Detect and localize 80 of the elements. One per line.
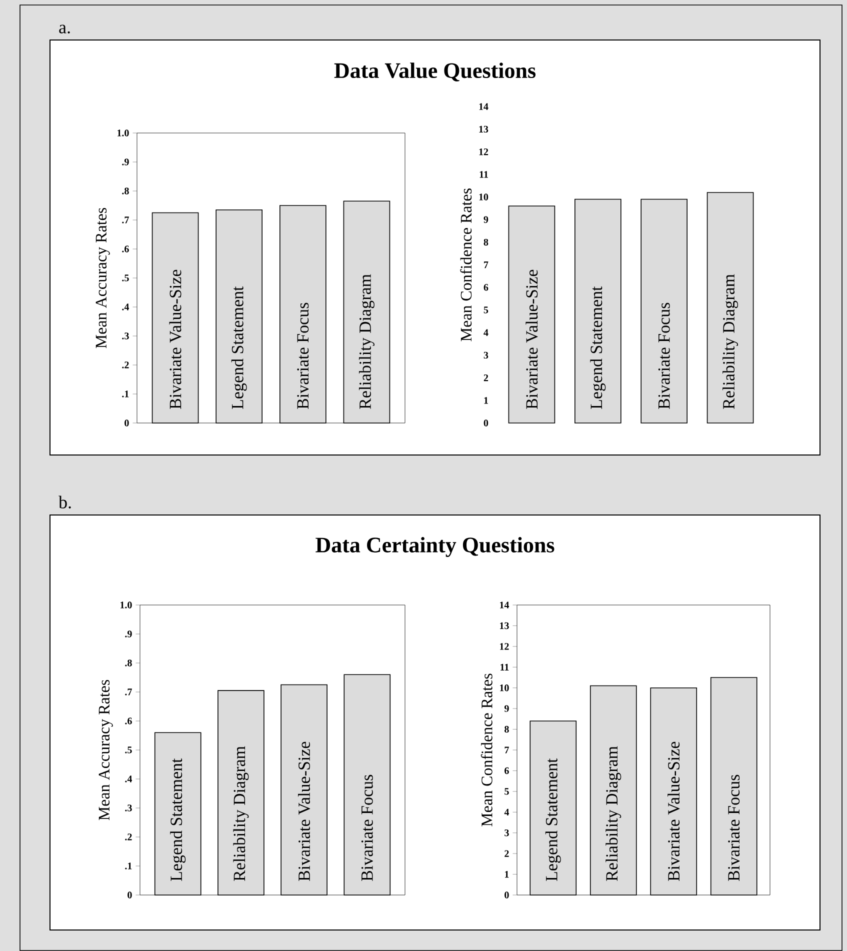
y-tick-label: 7 [504, 746, 509, 754]
text: a. [59, 24, 70, 34]
y-tick-label: 5 [504, 788, 509, 795]
y-tick-label: 0 [128, 892, 132, 898]
y-tick-label: .6 [122, 246, 129, 252]
x-tick-label: Reliability Diagram [606, 746, 622, 881]
y-tick-label: .7 [122, 216, 129, 224]
y-tick-label: .2 [125, 834, 132, 840]
y-tick-label: .9 [122, 158, 129, 166]
x-tick-label: Bivariate Focus [297, 302, 309, 409]
y-tick-label: 1.0 [118, 130, 129, 136]
x-tick-label: Bivariate Focus [658, 302, 670, 409]
y-tick-label: 1 [484, 397, 488, 404]
y-tick-label: 10 [500, 684, 509, 692]
x-tick-label: Bivariate Focus [361, 774, 373, 881]
y-axis-title: Mean Accuracy Rates [96, 208, 110, 348]
y-tick-label: 11 [500, 664, 509, 670]
y-tick-label: 0 [124, 420, 129, 426]
y-tick-label: 2 [484, 374, 488, 382]
y-tick-label: .1 [122, 390, 129, 398]
x-tick-label: Legend Statement [231, 286, 247, 409]
bar [640, 198, 688, 424]
y-tick-label: 6 [484, 284, 488, 291]
y-tick-label: 7 [484, 262, 488, 268]
y-tick-label: 14 [500, 602, 510, 608]
x-tick-label: Reliability Diagram [233, 746, 249, 881]
y-tick-label: .9 [125, 630, 132, 638]
x-tick-label: Bivariate Value-Size [298, 742, 310, 881]
y-tick-label: 0 [504, 892, 509, 898]
y-tick-label: .3 [125, 804, 132, 812]
x-tick-label: Legend Statement [590, 286, 606, 409]
y-tick-label: .3 [122, 332, 129, 340]
y-tick-label: .7 [125, 688, 132, 696]
y-axis-title: Mean Confidence Rates [460, 188, 472, 342]
y-axis-title: Mean Confidence Rates [480, 674, 492, 826]
y-tick-label: 12 [500, 643, 509, 650]
y-tick-label: 8 [484, 238, 488, 246]
x-tick-label: Reliability Diagram [722, 274, 738, 409]
y-tick-label: .5 [122, 274, 129, 282]
y-axis-title: Mean Accuracy Rates [98, 680, 113, 820]
x-tick-label: Legend Statement [545, 758, 561, 881]
y-tick-label: 1.0 [120, 602, 132, 608]
y-tick-label: 4 [504, 808, 510, 816]
x-tick-label: Reliability Diagram [358, 274, 374, 409]
y-tick-label: 9 [484, 216, 488, 223]
bar [706, 192, 754, 424]
x-tick-label: Bivariate Value-Size [169, 270, 182, 409]
y-tick-label: 13 [500, 622, 509, 630]
y-tick-label: 3 [484, 352, 488, 359]
y-tick-label: 5 [484, 306, 488, 314]
y-tick-label: .6 [125, 718, 132, 724]
x-tick-label: Bivariate Value-Size [668, 742, 680, 881]
y-tick-label: 11 [480, 171, 488, 178]
y-tick-label: 6 [504, 767, 509, 774]
bar [508, 206, 556, 424]
y-tick-label: 9 [504, 705, 509, 712]
x-tick-label: Bivariate Value-Size [526, 270, 538, 409]
y-tick-label: 3 [504, 830, 509, 836]
y-tick-label: 0 [484, 420, 488, 426]
y-tick-label: 14 [479, 103, 488, 110]
y-tick-label: 10 [479, 194, 488, 200]
y-tick-label: .8 [122, 188, 129, 194]
y-tick-label: 2 [504, 850, 509, 857]
y-tick-label: .8 [125, 660, 132, 666]
x-tick-label: Legend Statement [170, 758, 186, 881]
chart-title: Data Value Questions [334, 62, 536, 82]
y-tick-label: .4 [122, 304, 130, 310]
y-tick-label: 8 [504, 726, 509, 733]
y-tick-label: .5 [125, 746, 132, 754]
y-tick-label: .2 [122, 362, 129, 368]
y-tick-label: .1 [125, 862, 132, 870]
bar [574, 198, 622, 424]
x-tick-label: Bivariate Focus [728, 774, 740, 881]
chart-title: Data Certainty Questions [316, 536, 554, 558]
y-tick-label: 12 [479, 148, 488, 156]
y-tick-label: .4 [125, 776, 132, 782]
text: b. [58, 496, 71, 508]
y-tick-label: 1 [505, 870, 509, 878]
y-tick-label: 4 [484, 329, 488, 336]
y-tick-label: 13 [479, 126, 488, 133]
